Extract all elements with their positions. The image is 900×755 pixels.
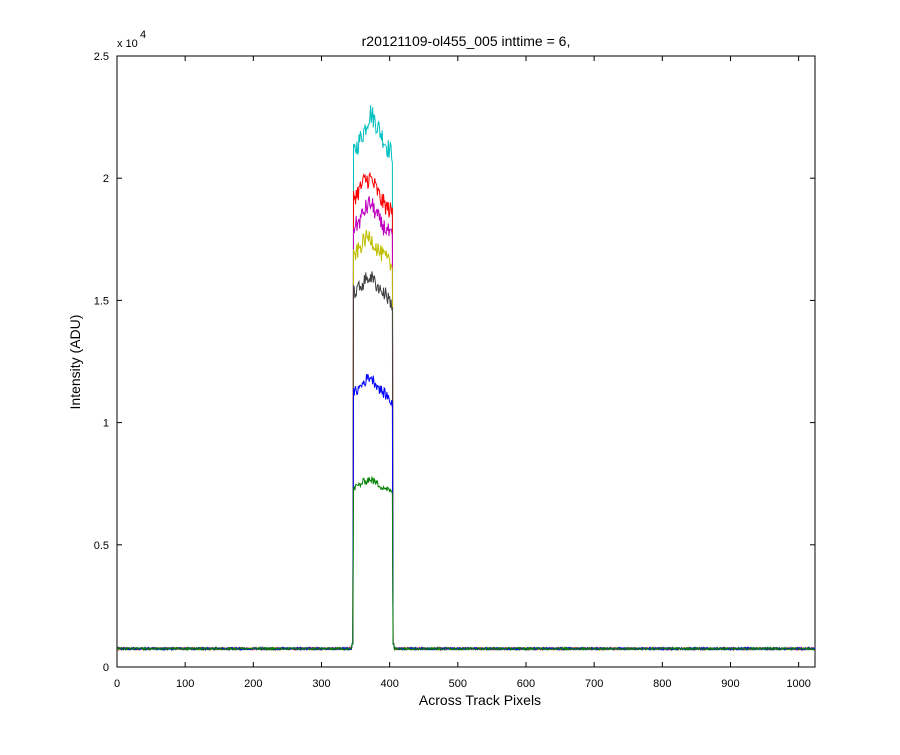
x-tick-label: 0 xyxy=(114,678,120,690)
x-tick-label: 500 xyxy=(449,678,467,690)
y-tick-label: 0.5 xyxy=(94,540,109,552)
x-tick-label: 700 xyxy=(585,678,603,690)
y-tick-label: 2.5 xyxy=(94,51,109,63)
x-tick-label: 600 xyxy=(517,678,535,690)
y-exponent-label: x 10 xyxy=(117,38,138,50)
plot-area xyxy=(116,55,816,668)
y-axis-label: Intensity (ADU) xyxy=(67,315,83,410)
x-tick-label: 300 xyxy=(312,678,330,690)
series-line-7 xyxy=(117,475,815,652)
y-tick-label: 1 xyxy=(103,418,109,430)
x-tick-label: 100 xyxy=(176,678,194,690)
y-axis-ticks: 0 0.5 1 1.5 2 2.5 xyxy=(94,51,815,674)
chart-title: r20121109-ol455_005 inttime = 6, xyxy=(362,33,571,49)
x-tick-label: 900 xyxy=(721,678,739,690)
x-tick-label: 400 xyxy=(380,678,398,690)
x-tick-label: 800 xyxy=(653,678,671,690)
y-tick-label: 1.5 xyxy=(94,295,109,307)
x-axis-label: Across Track Pixels xyxy=(419,692,541,708)
y-exponent-power: 4 xyxy=(140,29,146,41)
x-tick-label: 200 xyxy=(244,678,262,690)
y-tick-label: 2 xyxy=(103,173,109,185)
x-axis-ticks: 0 100 200 300 400 500 600 700 800 900 1000 xyxy=(114,56,811,690)
y-tick-label: 0 xyxy=(103,662,109,674)
series-group xyxy=(117,105,815,652)
x-tick-label: 1000 xyxy=(786,678,810,690)
